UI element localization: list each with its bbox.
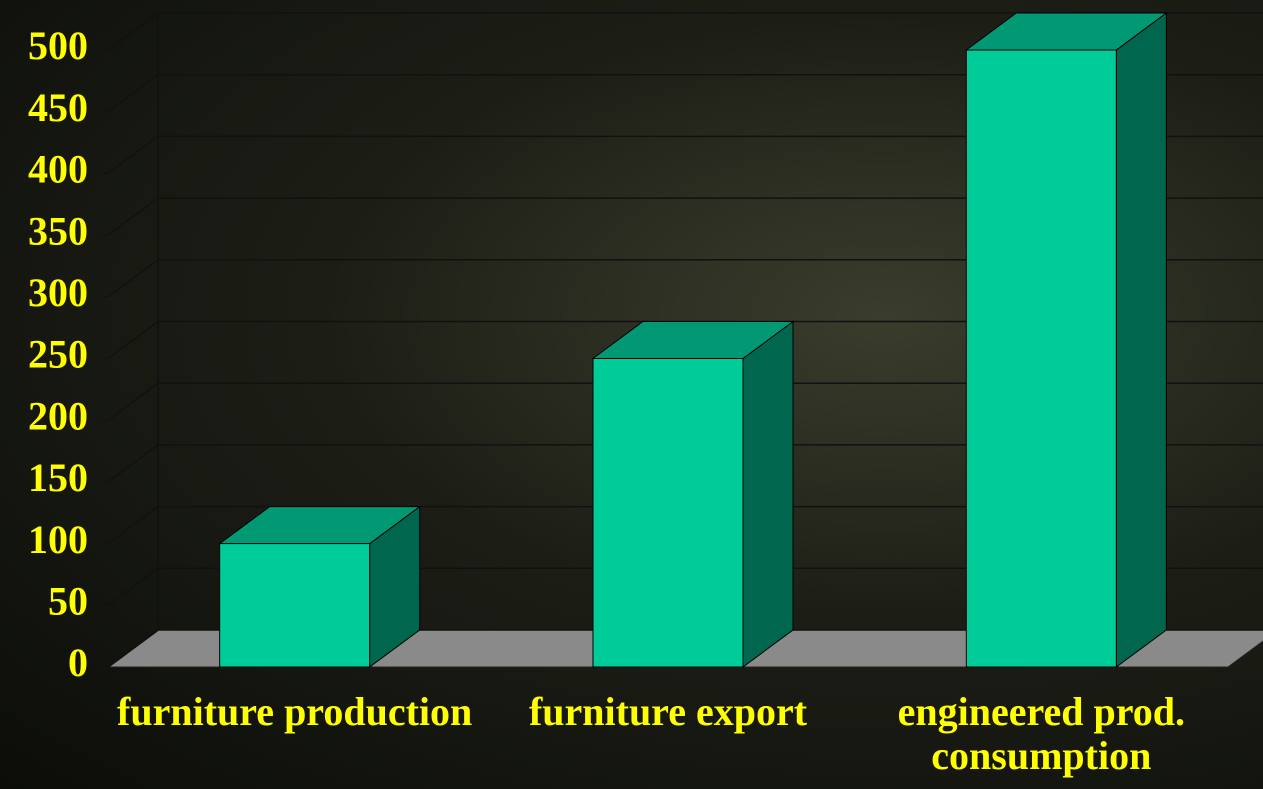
bar	[220, 507, 420, 667]
y-tick-label: 150	[28, 455, 88, 500]
x-tick-label: furniture production	[110, 690, 480, 734]
y-tick-label: 100	[28, 517, 88, 562]
y-tick-label: 300	[28, 270, 88, 315]
y-tick-label: 450	[28, 85, 88, 130]
bar-side	[743, 322, 793, 668]
bar-front	[966, 50, 1116, 667]
bar-front	[593, 359, 743, 668]
bar-side	[1116, 13, 1166, 667]
y-tick-label: 250	[28, 332, 88, 377]
y-tick-label: 0	[68, 640, 88, 685]
x-tick-label: engineered prod. consumption	[856, 690, 1226, 778]
bar-front	[220, 544, 370, 667]
page: {"chart_data":{"type":"bar3d","categorie…	[0, 0, 1263, 789]
x-tick-label: furniture export	[483, 690, 853, 734]
y-tick-label: 200	[28, 393, 88, 438]
chart: 0 50 100 150 200 250 300 350 400 450 500	[0, 0, 1263, 789]
y-tick-label: 500	[28, 23, 88, 68]
bar	[593, 322, 793, 668]
bar	[966, 13, 1166, 667]
y-tick-label: 350	[28, 208, 88, 253]
y-tick-label: 50	[48, 578, 88, 623]
y-tick-label: 400	[28, 147, 88, 192]
